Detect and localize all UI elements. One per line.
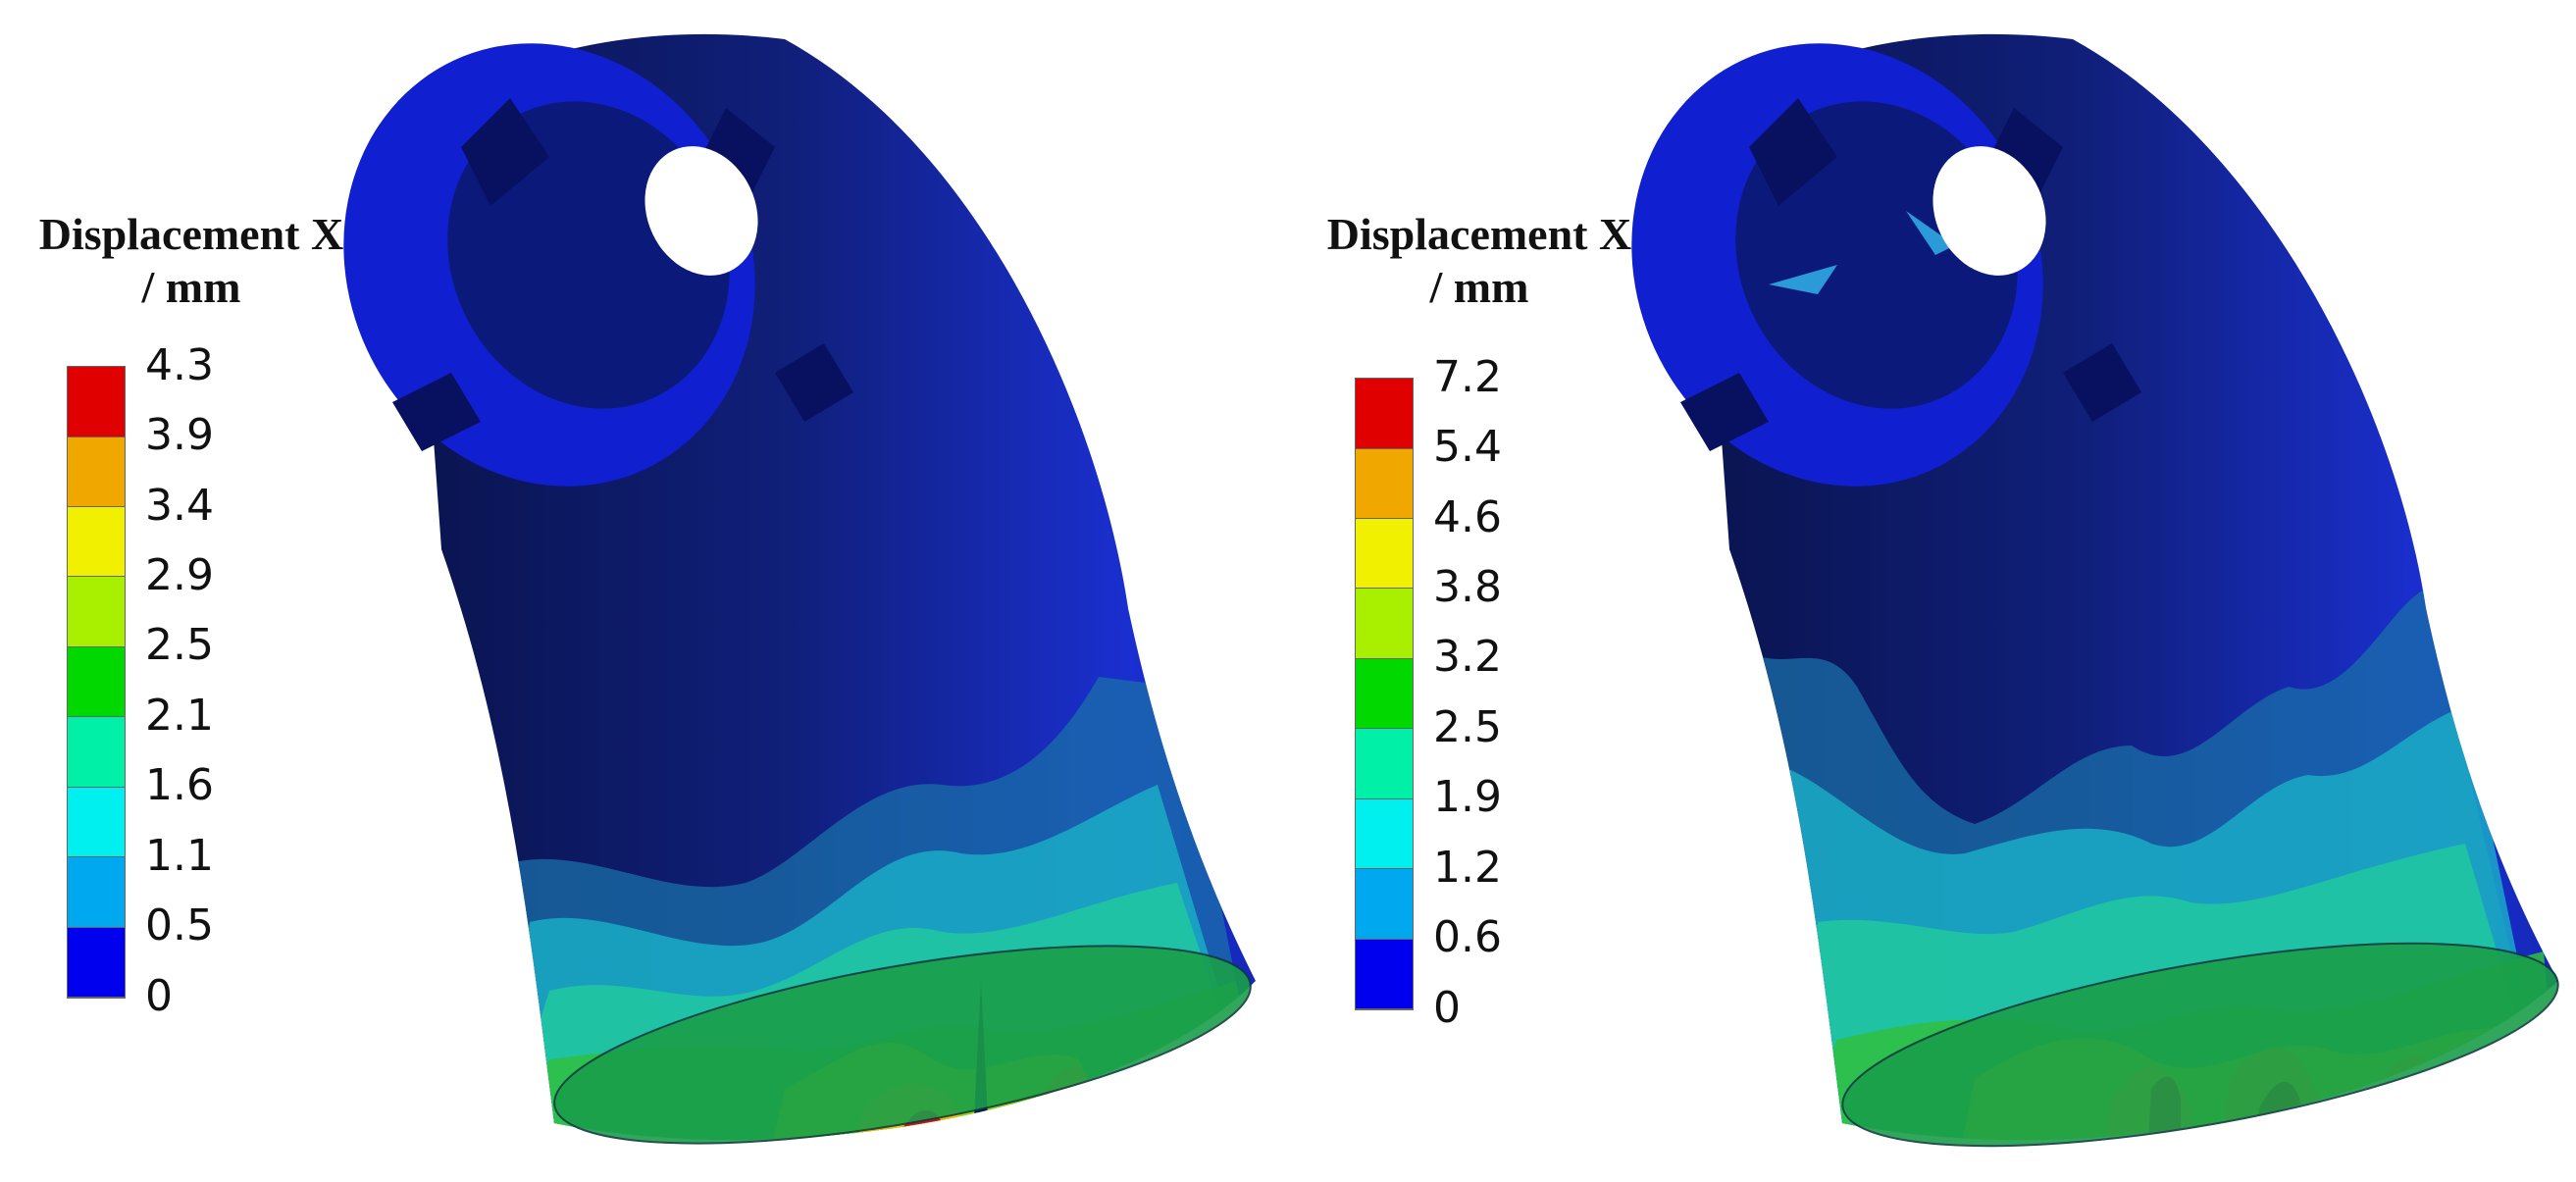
- legend-tick: 1.2: [1433, 843, 1502, 893]
- legend-tick: 3.2: [1433, 632, 1502, 682]
- legend-tick: 5.4: [1433, 422, 1502, 472]
- legend-tick: 2.9: [145, 550, 214, 600]
- legend-tick: 1.9: [1433, 772, 1502, 822]
- hub-hole: [644, 146, 758, 276]
- legend-tick: 3.9: [145, 410, 214, 460]
- legend-tick: 0: [1433, 983, 1461, 1033]
- legend-tick: 0: [145, 971, 173, 1021]
- model-render-left: [343, 33, 1256, 1145]
- legend-title-line2: / mm: [1429, 262, 1529, 312]
- legend-title-line1: Displacement X: [1326, 209, 1632, 259]
- legend-tick: 3.4: [145, 481, 214, 531]
- legend-tick: 2.5: [1433, 702, 1502, 752]
- legend-tick: 4.3: [145, 340, 214, 390]
- contour-plot-right: Displacement X / mm 7.2 5.4 4.6 3.8 3.2 …: [1288, 0, 2576, 1182]
- legend-tick: 7.2: [1433, 352, 1502, 402]
- legend-tick: 1.6: [145, 760, 214, 810]
- pipe-opening: [1841, 942, 2559, 1148]
- legend-tick: 4.6: [1433, 492, 1502, 542]
- model-render-right: [1631, 33, 2559, 1148]
- legend-title-line2: / mm: [141, 262, 241, 312]
- legend-tick: 3.8: [1433, 562, 1502, 612]
- color-legend-bar: [1355, 378, 1414, 1010]
- legend-tick: 2.5: [145, 620, 214, 670]
- legend-tick: 2.1: [145, 691, 214, 741]
- legend-title-line1: Displacement X: [38, 209, 344, 259]
- hub-hole: [1932, 146, 2046, 276]
- legend-tick: 0.6: [1433, 912, 1502, 962]
- contour-plot-left: Displacement X / mm 4.3 3.9 3.4 2.9 2.5 …: [38, 33, 1256, 1145]
- legend-tick: 1.1: [145, 831, 214, 881]
- legend-tick: 0.5: [145, 900, 214, 951]
- pipe-opening: [553, 945, 1252, 1145]
- color-legend-bar: [67, 366, 126, 999]
